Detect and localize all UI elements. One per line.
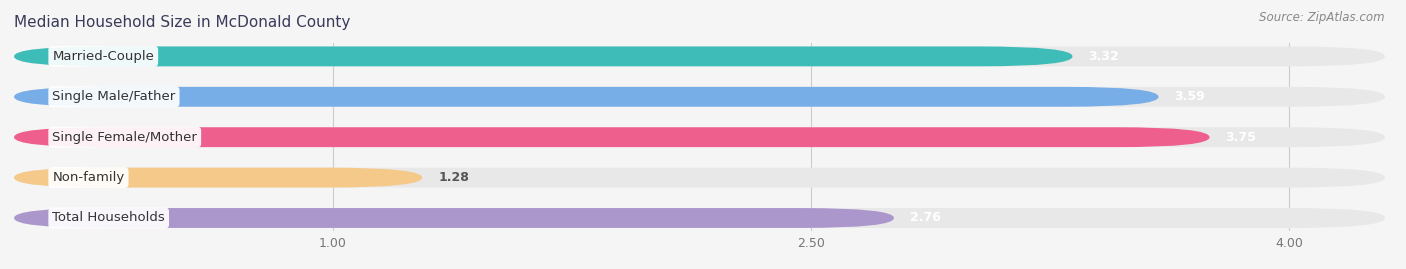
Text: 3.32: 3.32: [1088, 50, 1119, 63]
FancyBboxPatch shape: [14, 87, 1385, 107]
FancyBboxPatch shape: [14, 47, 1073, 66]
FancyBboxPatch shape: [14, 168, 422, 187]
Text: 1.28: 1.28: [439, 171, 470, 184]
Text: Single Female/Mother: Single Female/Mother: [52, 131, 197, 144]
FancyBboxPatch shape: [14, 208, 1385, 228]
Text: 3.59: 3.59: [1174, 90, 1205, 103]
FancyBboxPatch shape: [14, 87, 1159, 107]
FancyBboxPatch shape: [14, 47, 1385, 66]
FancyBboxPatch shape: [14, 208, 894, 228]
Text: Source: ZipAtlas.com: Source: ZipAtlas.com: [1260, 11, 1385, 24]
Text: Single Male/Father: Single Male/Father: [52, 90, 176, 103]
FancyBboxPatch shape: [14, 127, 1385, 147]
Text: Non-family: Non-family: [52, 171, 125, 184]
Text: Total Households: Total Households: [52, 211, 165, 225]
Text: 3.75: 3.75: [1226, 131, 1257, 144]
Text: 2.76: 2.76: [910, 211, 941, 225]
FancyBboxPatch shape: [14, 168, 1385, 187]
Text: Median Household Size in McDonald County: Median Household Size in McDonald County: [14, 15, 350, 30]
Text: Married-Couple: Married-Couple: [52, 50, 155, 63]
FancyBboxPatch shape: [14, 127, 1209, 147]
